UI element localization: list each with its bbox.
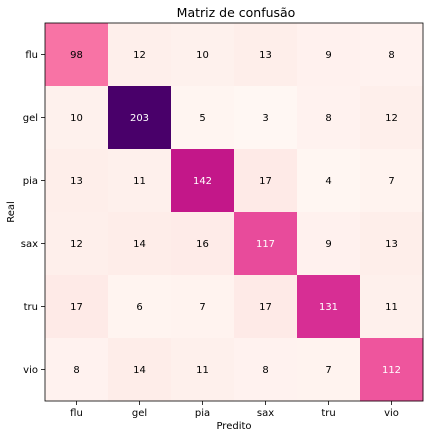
x-tick-label: vio bbox=[384, 408, 399, 419]
x-tick-label: sax bbox=[257, 408, 274, 419]
cell-value-label: 11 bbox=[133, 176, 146, 187]
cell-value-label: 4 bbox=[325, 176, 331, 187]
heatmap-cell bbox=[297, 338, 361, 402]
plot-frame bbox=[44, 22, 424, 402]
x-tick-label: pia bbox=[195, 408, 210, 419]
cell-value-label: 8 bbox=[388, 50, 394, 61]
cell-value-label: 11 bbox=[385, 302, 398, 313]
cell-value-label: 12 bbox=[385, 113, 398, 124]
cell-value-label: 6 bbox=[136, 302, 142, 313]
heatmap-cell bbox=[360, 149, 424, 213]
y-tick-label: sax bbox=[21, 239, 38, 250]
heatmap-cell bbox=[234, 86, 298, 150]
x-axis-ticks: flu gel pia sax tru vio bbox=[70, 401, 399, 419]
heatmap-cell bbox=[45, 149, 109, 213]
cell-value-label: 12 bbox=[70, 239, 83, 250]
heatmap-cell bbox=[108, 212, 172, 276]
cell-value-label: 117 bbox=[256, 239, 275, 250]
heatmap-cell bbox=[171, 23, 235, 87]
y-tick-label: flu bbox=[25, 50, 38, 61]
y-axis-label: Real bbox=[6, 201, 17, 223]
heatmap-cell bbox=[234, 23, 298, 87]
heatmap-cell bbox=[108, 275, 172, 339]
heatmap-cell bbox=[360, 275, 424, 339]
heatmap-cell bbox=[234, 149, 298, 213]
heatmap-cell bbox=[45, 23, 109, 87]
heatmap-cell bbox=[234, 212, 298, 276]
cell-value-label: 17 bbox=[70, 302, 83, 313]
cell-value-label: 12 bbox=[133, 50, 146, 61]
heatmap-cell bbox=[360, 23, 424, 87]
cell-value-label: 112 bbox=[382, 365, 401, 376]
heatmap-cell bbox=[45, 212, 109, 276]
cell-value-label: 14 bbox=[133, 239, 146, 250]
cell-value-label: 11 bbox=[196, 365, 209, 376]
cell-value-label: 3 bbox=[262, 113, 268, 124]
cell-value-label: 14 bbox=[133, 365, 146, 376]
heatmap-cell bbox=[171, 212, 235, 276]
x-tick-label: gel bbox=[132, 408, 147, 419]
cell-value-label: 9 bbox=[325, 239, 331, 250]
y-tick-label: tru bbox=[24, 302, 38, 313]
cell-value-label: 8 bbox=[262, 365, 268, 376]
cell-value-label: 17 bbox=[259, 176, 272, 187]
heatmap-cell bbox=[297, 149, 361, 213]
cell-value-label: 131 bbox=[319, 302, 338, 313]
cell-value-label: 203 bbox=[130, 113, 149, 124]
cell-value-label: 13 bbox=[70, 176, 83, 187]
x-tick-label: tru bbox=[321, 408, 335, 419]
heatmap-cell bbox=[171, 149, 235, 213]
cell-value-label: 17 bbox=[259, 302, 272, 313]
heatmap-cell bbox=[108, 338, 172, 402]
heatmap-cell bbox=[297, 275, 361, 339]
cell-value-label: 7 bbox=[388, 176, 394, 187]
cell-value-label: 142 bbox=[193, 176, 212, 187]
heatmap-cell bbox=[108, 23, 172, 87]
heatmap-cell bbox=[108, 149, 172, 213]
y-tick-label: gel bbox=[23, 113, 38, 124]
cell-value-label: 8 bbox=[73, 365, 79, 376]
heatmap-cell bbox=[360, 86, 424, 150]
cell-value-label: 13 bbox=[259, 50, 272, 61]
heatmap-cell bbox=[45, 275, 109, 339]
cell-value-label: 10 bbox=[196, 50, 209, 61]
y-tick-label: pia bbox=[23, 176, 38, 187]
cell-value-label: 8 bbox=[325, 113, 331, 124]
heatmap-cell bbox=[297, 212, 361, 276]
cell-value-label: 13 bbox=[385, 239, 398, 250]
heatmap-cell bbox=[108, 86, 172, 150]
heatmap-cell bbox=[171, 275, 235, 339]
heatmap-cell bbox=[297, 86, 361, 150]
heatmap-cell bbox=[171, 338, 235, 402]
cell-value-label: 5 bbox=[199, 113, 205, 124]
heatmap-cell bbox=[45, 86, 109, 150]
heatmap-cell bbox=[171, 86, 235, 150]
heatmap-cell bbox=[360, 212, 424, 276]
heatmap-cell bbox=[360, 338, 424, 402]
cell-value-label: 7 bbox=[199, 302, 205, 313]
heatmap-cell bbox=[234, 338, 298, 402]
heatmap-cell bbox=[297, 23, 361, 87]
cell-value-label: 10 bbox=[70, 113, 83, 124]
x-tick-label: flu bbox=[70, 408, 83, 419]
heatmap-cell bbox=[234, 275, 298, 339]
cell-value-label: 7 bbox=[325, 365, 331, 376]
heatmap-cell bbox=[45, 338, 109, 402]
cell-value-label: 98 bbox=[70, 50, 83, 61]
y-axis-ticks: flu gel pia sax tru vio bbox=[21, 50, 45, 376]
y-tick-label: vio bbox=[23, 365, 38, 376]
x-axis-label: Predito bbox=[216, 421, 251, 432]
cell-value-label: 16 bbox=[196, 239, 209, 250]
chart-title: Matriz de confusão bbox=[177, 5, 296, 20]
cell-value-label: 9 bbox=[325, 50, 331, 61]
